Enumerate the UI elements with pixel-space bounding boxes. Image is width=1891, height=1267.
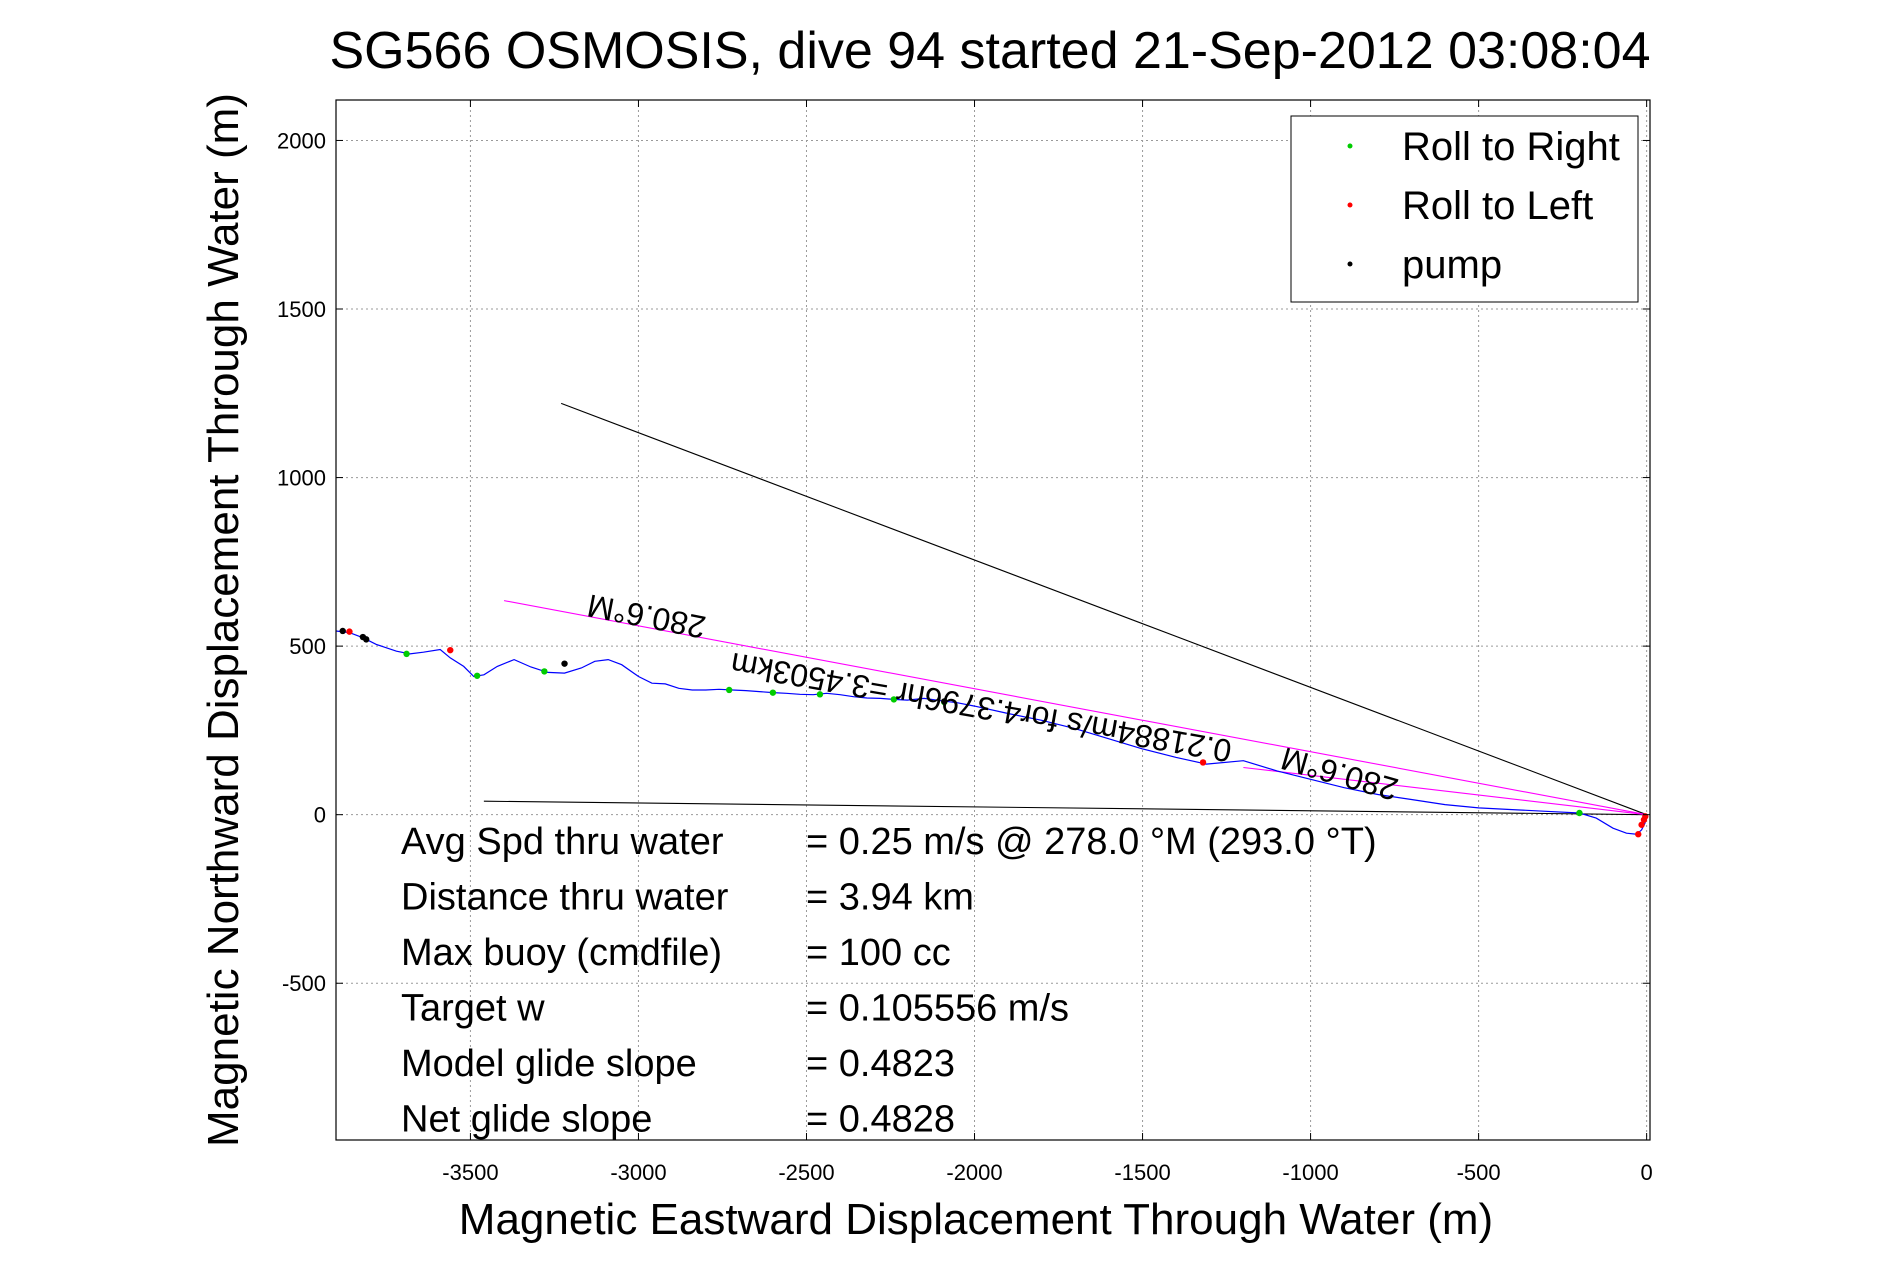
roll-to-right-marker (473, 672, 481, 679)
stat-value: = 0.4823 (806, 1043, 955, 1085)
grid-layer (336, 100, 1650, 1140)
stat-value: = 100 cc (806, 932, 951, 974)
y-tick-label: -500 (282, 971, 326, 996)
stats-block: Avg Spd thru water = 0.25 m/s @ 278.0 °M … (401, 821, 1377, 1141)
stat-value: = 0.25 m/s @ 278.0 °M (293.0 °T) (806, 821, 1377, 863)
roll-to-right-marker (816, 691, 824, 698)
roll-to-left-marker (1638, 821, 1645, 828)
x-tick-label: -1000 (1282, 1160, 1338, 1185)
stat-label: Target w (401, 988, 545, 1030)
pump-marker (941, 698, 948, 705)
stat-value: = 0.105556 m/s (806, 988, 1069, 1030)
y-tick-label: 1500 (277, 297, 326, 322)
x-tick-label: -3500 (442, 1160, 498, 1185)
marker-layer (339, 627, 1649, 838)
pump-marker (561, 660, 568, 667)
annotation-layer: 280.6°M 0.21884m/s for4.3796hr =3.4503km 2… (584, 587, 1402, 807)
roll-to-right-marker (403, 650, 410, 658)
x-tick-label: 0 (1641, 1160, 1653, 1185)
legend-marker (1347, 143, 1353, 149)
y-axis-title: Magnetic Northward Displacement Through … (199, 93, 248, 1147)
y-tick-label: 0 (314, 803, 326, 828)
reference-line (560, 402, 1647, 816)
roll-to-left-marker (1199, 759, 1207, 766)
legend-label: Roll to Right (1402, 125, 1620, 169)
stat-label: Max buoy (cmdfile) (401, 932, 722, 974)
legend-label: pump (1402, 243, 1502, 287)
track-layer (335, 630, 1648, 835)
y-tick-label: 1000 (277, 466, 326, 491)
reference-line (503, 600, 1647, 816)
stat-label: Net glide slope (401, 1099, 652, 1141)
stat-value: = 3.94 km (806, 877, 974, 919)
roll-to-right-marker (725, 686, 733, 694)
chart-title: SG566 OSMOSIS, dive 94 started 21-Sep-20… (329, 22, 1650, 80)
x-axis-title: Magnetic Eastward Displacement Through W… (459, 1195, 1493, 1244)
legend-marker (1347, 202, 1353, 208)
plot-area-frame (335, 99, 1651, 1141)
x-tick-label: -1500 (1114, 1160, 1170, 1185)
reference-line (1243, 766, 1647, 816)
bearing-annotation: 0.21884m/s for4.3796hr =3.4503km (728, 646, 1234, 770)
roll-to-right-marker (769, 689, 777, 696)
legend-label: Roll to Left (1402, 184, 1593, 228)
legend: Roll to Right Roll to Left pump (1290, 115, 1639, 303)
x-tick-label: -3000 (610, 1160, 666, 1185)
x-tick-label: -500 (1457, 1160, 1501, 1185)
pump-marker (339, 627, 346, 635)
bearing-annotation: 280.6°M (584, 587, 708, 645)
x-tick-label: -2500 (778, 1160, 834, 1185)
roll-to-right-marker (890, 696, 898, 703)
stat-label: Model glide slope (401, 1043, 697, 1085)
stat-value: = 0.4828 (806, 1099, 955, 1141)
stat-label: Avg Spd thru water (401, 821, 724, 863)
track-line (335, 630, 1648, 835)
roll-to-left-marker (1635, 831, 1642, 838)
roll-to-left-marker (346, 628, 353, 635)
tick-label-layer: -3500 -3000 -2500 -2000 -1500 -1000 -500 0 -500 0… (277, 100, 1653, 1185)
reference-line (483, 800, 1647, 816)
bearing-annotation: 280.6°M (1277, 740, 1402, 808)
roll-to-left-marker (447, 646, 454, 654)
roll-to-right-marker (541, 668, 548, 675)
y-tick-label: 2000 (277, 128, 326, 153)
pump-marker (363, 636, 370, 643)
roll-to-left-marker (1642, 813, 1649, 820)
legend-marker (1347, 261, 1353, 267)
stat-label: Distance thru water (401, 877, 729, 919)
roll-to-right-marker (1576, 809, 1583, 817)
x-tick-label: -2000 (946, 1160, 1002, 1185)
reference-lines-layer (483, 402, 1647, 816)
y-tick-label: 500 (289, 634, 326, 659)
